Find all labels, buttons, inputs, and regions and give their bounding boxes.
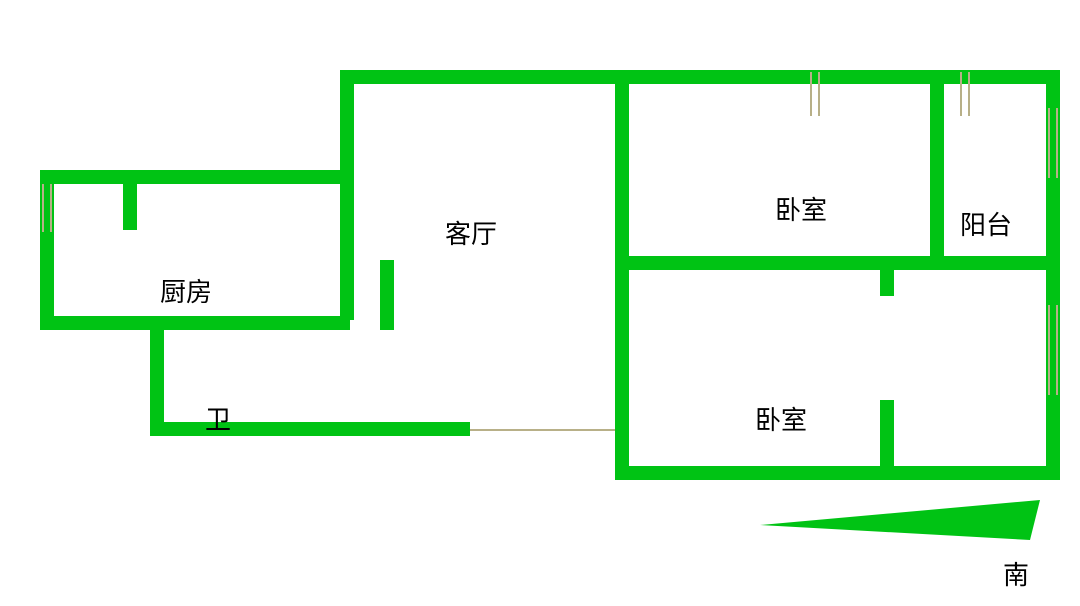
room-label-kitchen: 厨房 [160,272,212,309]
wall-segment-10 [615,70,629,270]
thin-line-8 [1048,305,1050,395]
thin-line-7 [1056,108,1058,178]
thin-line-5 [968,72,970,116]
wall-segment-9 [380,260,394,330]
thin-line-9 [1056,305,1058,395]
wall-segment-12 [930,70,944,270]
wall-segment-2 [40,170,350,184]
thin-line-0 [42,184,44,232]
thin-line-2 [810,72,812,116]
compass-label: 南 [1003,555,1029,592]
wall-segment-0 [340,70,1060,84]
thin-line-6 [1048,108,1050,178]
wall-segment-17 [880,256,894,296]
room-label-living_room: 客厅 [445,214,497,251]
room-label-balcony: 阳台 [960,205,1012,242]
thin-line-10 [470,429,615,431]
wall-segment-5 [123,170,137,230]
wall-segment-1 [340,70,354,320]
wall-segment-8 [236,316,318,322]
wall-segment-7 [150,422,470,436]
thin-line-4 [960,72,962,116]
wall-segment-14 [615,256,1060,270]
room-label-bedroom_1: 卧室 [775,190,827,227]
thin-line-3 [818,72,820,116]
wall-segment-13 [615,256,629,480]
wall-segment-6 [150,316,164,436]
room-label-bathroom: 卫 [205,400,231,437]
wall-segment-18 [880,400,894,480]
room-label-bedroom_2: 卧室 [755,400,807,437]
compass-arrow-icon [750,490,1050,550]
wall-segment-16 [615,466,1060,480]
thin-line-1 [50,184,52,232]
